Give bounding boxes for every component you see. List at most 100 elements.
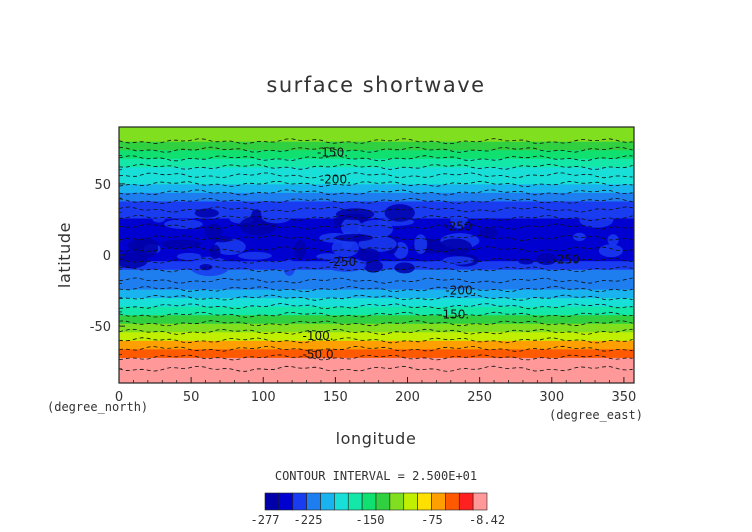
patch <box>204 223 223 240</box>
colorbar-swatch <box>472 492 488 511</box>
patch <box>209 244 221 260</box>
lat-band <box>119 331 634 341</box>
contour-line <box>119 328 633 335</box>
contour-label: -250 <box>553 252 580 266</box>
contour-line <box>119 354 633 361</box>
patch <box>213 238 246 255</box>
contour-line <box>119 266 633 273</box>
lat-band <box>119 348 634 358</box>
lat-band <box>119 368 634 383</box>
lat-band <box>119 166 634 176</box>
patch <box>450 210 468 229</box>
patch <box>478 227 498 239</box>
contour-line <box>119 294 633 301</box>
contour-line <box>119 223 633 230</box>
lat-band <box>119 175 634 185</box>
colorbar-labels: -277 -225 -150 -75 -8.42 <box>251 513 506 527</box>
x-tick-label: 150 <box>323 390 348 405</box>
x-axis-label: longitude <box>336 429 417 448</box>
patch <box>331 238 360 258</box>
colorbar-tick-label: -8.42 <box>469 513 505 527</box>
patch <box>133 238 159 259</box>
x-tick-label: 300 <box>539 390 564 405</box>
contour-line <box>119 246 633 253</box>
colorbar-swatch <box>264 492 280 511</box>
colorbar-swatch <box>445 492 460 511</box>
x-tick-label: 350 <box>611 390 636 405</box>
contour-interval-text: CONTOUR INTERVAL = 2.500E+01 <box>275 469 477 483</box>
lat-band <box>119 357 634 370</box>
colorbar-swatch <box>361 492 377 511</box>
patch <box>261 211 291 224</box>
y-tick-label: 50 <box>94 178 111 193</box>
lat-band <box>119 289 634 299</box>
lat-band <box>119 323 634 333</box>
patch <box>164 219 203 229</box>
y-unit-label: (degree_north) <box>47 400 148 414</box>
lat-band <box>119 158 634 168</box>
patch <box>414 234 428 255</box>
colorbar-swatch <box>347 492 363 511</box>
colorbar-swatch <box>403 492 418 511</box>
contour-label: -250 <box>329 255 356 269</box>
lat-band <box>119 141 634 151</box>
colorbar-swatch <box>375 492 391 511</box>
y-tick-label: 0 <box>103 249 111 264</box>
contour-line <box>119 180 633 187</box>
patch <box>160 239 202 249</box>
x-unit-label: (degree_east) <box>549 408 643 422</box>
contour-line <box>119 214 633 222</box>
patch <box>363 259 383 273</box>
patch <box>199 263 213 271</box>
contour-line <box>119 286 633 293</box>
patch <box>152 215 166 223</box>
lat-band <box>119 306 634 316</box>
patch <box>357 248 381 262</box>
contour-line <box>119 206 633 213</box>
lat-band <box>119 149 634 159</box>
lat-band <box>119 209 634 219</box>
contour-line <box>119 146 633 153</box>
contour-label: -200. <box>445 284 476 298</box>
colorbar-swatch <box>292 492 307 511</box>
patch <box>442 256 475 265</box>
colorbar-swatch <box>306 492 321 511</box>
plot-area: -150. -200. -250 -250 -250 -200. -150. -100. -50… <box>119 127 634 383</box>
colorbar-swatch <box>334 492 349 511</box>
lat-band <box>119 192 634 202</box>
colorbar-tick-label: -225 <box>294 513 323 527</box>
contour-line <box>119 365 633 372</box>
contour-line <box>119 277 633 284</box>
contour-label: -150. <box>317 146 348 160</box>
chart-title: surface shortwave <box>266 73 485 97</box>
contour-labels: -150. -200. -250 -250 -250 -200. -150. -100. -50… <box>303 146 580 362</box>
tropical-patches <box>119 204 623 277</box>
colorbar-tick-label: -277 <box>251 513 280 527</box>
patch <box>194 208 219 218</box>
lat-band <box>119 280 634 290</box>
contour-line <box>119 311 633 318</box>
lat-band <box>119 314 634 324</box>
lat-band <box>119 127 634 142</box>
x-tick-label: 250 <box>467 390 492 405</box>
contour-label: -100. <box>303 329 334 343</box>
patch <box>536 253 558 265</box>
contour-line <box>119 163 633 170</box>
contour-line <box>119 337 633 344</box>
lat-band <box>119 269 634 282</box>
y-axis-ticks: -50 0 50 <box>90 140 125 370</box>
patch <box>607 234 619 246</box>
colorbar-swatch <box>389 492 405 511</box>
contour-line <box>119 155 633 162</box>
patch <box>335 208 375 221</box>
contour-line <box>119 257 633 264</box>
x-tick-label: 100 <box>251 390 276 405</box>
colorbar-tick-label: -150 <box>356 513 385 527</box>
colorbar <box>264 492 488 511</box>
contour-line <box>119 138 633 145</box>
contour-line <box>119 345 633 353</box>
x-tick-label: 50 <box>183 390 200 405</box>
lat-band <box>119 200 634 210</box>
patch <box>341 217 362 237</box>
